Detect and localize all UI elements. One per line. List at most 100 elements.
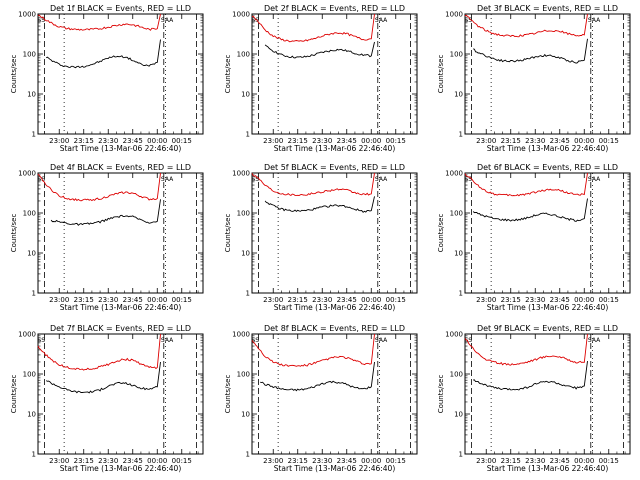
y-tick-label: 100 [23,51,36,59]
x-tick-label: 00:15 [386,137,406,145]
y-tick-label: 10 [454,411,463,419]
x-tick-label: 00:15 [599,457,619,465]
x-axis-label: Start Time (13-Mar-06 22:46:40) [60,464,182,473]
saa-marker-label: SAA [375,176,388,183]
x-tick-label: 23:30 [98,137,118,145]
x-tick-label: 23:30 [525,457,545,465]
x-tick-label: 00:15 [172,296,192,304]
x-tick-label: 00:00 [361,137,381,145]
plot-frame [464,333,631,455]
y-tick-label: 1000 [18,331,36,339]
x-tick-label: 23:15 [74,457,94,465]
x-tick-label: 23:00 [476,457,496,465]
plot-frame [251,172,418,294]
y-tick-label: 1 [32,290,36,298]
x-tick-label: 23:30 [525,296,545,304]
y-tick-label: 100 [450,371,463,379]
x-tick-label: 00:00 [574,137,594,145]
ss-marker-label: SS [464,176,472,183]
x-tick-label: 23:30 [312,296,332,304]
y-tick-label: 1 [246,451,250,459]
saa-marker-label: SAA [161,17,174,24]
x-tick-label: 23:00 [263,296,283,304]
x-axis-label: Start Time (13-Mar-06 22:46:40) [274,303,396,312]
series-line-events [45,361,161,394]
x-tick-label: 00:00 [574,457,594,465]
x-tick-label: 23:15 [74,296,94,304]
x-axis-label: Start Time (13-Mar-06 22:46:40) [60,144,182,153]
x-tick-label: 23:15 [288,457,308,465]
series-line-lld [37,333,161,371]
x-tick-label: 00:15 [599,296,619,304]
ss-marker-label: SS [37,17,45,24]
saa-marker-label: SAA [588,337,601,344]
y-tick-label: 1 [246,290,250,298]
x-axis-label: Start Time (13-Mar-06 22:46:40) [274,464,396,473]
y-tick-label: 1000 [232,170,250,178]
chart-title: Det 3f BLACK = Events, RED = LLD [477,4,618,13]
x-tick-label: 00:00 [361,457,381,465]
series-line-lld [251,13,375,43]
x-tick-label: 23:00 [263,457,283,465]
plot-frame [464,13,631,135]
series-line-events [264,41,375,59]
x-axis-label: Start Time (13-Mar-06 22:46:40) [487,464,609,473]
ss-marker-label: SS [464,337,472,344]
y-tick-label: 100 [450,210,463,218]
x-tick-label: 00:15 [386,296,406,304]
y-tick-label: 100 [237,371,250,379]
y-axis-label: Counts/sec [10,375,18,414]
plot-frame [464,172,631,294]
series-line-events [473,361,588,391]
chart-panel-8: Det 8f BLACK = Events, RED = LLD 1 10 100 10… [224,324,418,473]
x-tick-label: 23:15 [501,296,521,304]
series-line-lld [251,172,375,197]
y-tick-label: 1000 [232,11,250,19]
x-tick-label: 00:15 [172,457,192,465]
plot-frame [37,172,204,294]
y-tick-label: 1000 [445,331,463,339]
y-tick-label: 100 [23,371,36,379]
y-tick-label: 1 [459,451,463,459]
chart-panel-2: Det 2f BLACK = Events, RED = LLD 1 10 100 10… [224,4,418,153]
y-tick-label: 10 [27,250,36,258]
series-line-lld [464,172,588,197]
x-tick-label: 23:45 [123,137,143,145]
x-tick-label: 23:15 [288,137,308,145]
x-tick-label: 00:00 [361,296,381,304]
x-axis-label: Start Time (13-Mar-06 22:46:40) [487,303,609,312]
x-tick-label: 23:00 [476,296,496,304]
chart-title: Det 7f BLACK = Events, RED = LLD [50,324,191,333]
x-tick-label: 23:00 [476,137,496,145]
y-axis-label: Counts/sec [224,375,232,414]
y-tick-label: 10 [454,250,463,258]
ss-marker-label: SS [251,17,259,24]
chart-title: Det 8f BLACK = Events, RED = LLD [264,324,405,333]
y-axis-label: Counts/sec [437,55,445,94]
chart-panel-1: Det 1f BLACK = Events, RED = LLD 1 10 100 10… [10,4,204,153]
ss-marker-label: SS [251,337,259,344]
y-tick-label: 10 [241,91,250,99]
y-tick-label: 10 [241,411,250,419]
x-tick-label: 00:00 [147,137,167,145]
x-axis-label: Start Time (13-Mar-06 22:46:40) [487,144,609,153]
saa-marker-label: SAA [375,17,388,24]
x-tick-label: 23:15 [74,137,94,145]
y-tick-label: 1000 [232,331,250,339]
chart-panel-6: Det 6f BLACK = Events, RED = LLD 1 10 100 10… [437,163,631,312]
chart-title: Det 1f BLACK = Events, RED = LLD [50,4,191,13]
series-line-events [50,199,161,226]
y-tick-label: 100 [450,51,463,59]
y-tick-label: 100 [237,210,250,218]
series-line-events [260,361,375,392]
series-line-events [264,196,375,213]
series-line-events [45,39,161,69]
x-tick-label: 23:45 [337,457,357,465]
y-tick-label: 1 [32,131,36,139]
x-tick-label: 23:30 [525,137,545,145]
chart-title: Det 2f BLACK = Events, RED = LLD [264,4,405,13]
x-tick-label: 23:00 [263,137,283,145]
chart-panel-4: Det 4f BLACK = Events, RED = LLD 1 10 100 10… [10,163,204,312]
plot-frame [37,333,204,455]
